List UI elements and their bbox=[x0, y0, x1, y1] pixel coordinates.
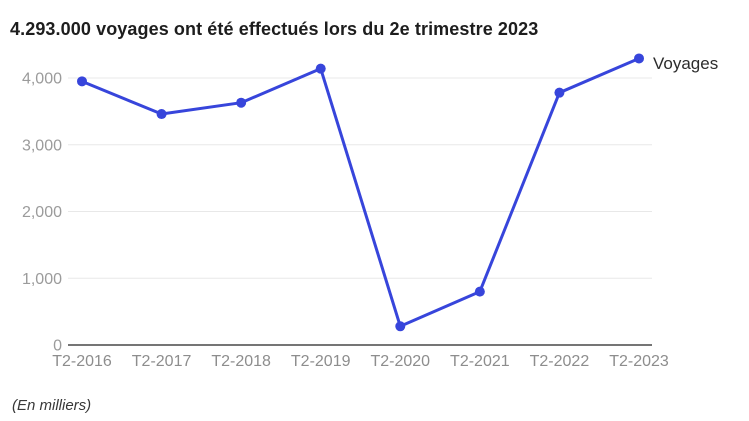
y-tick-label: 3,000 bbox=[22, 137, 62, 154]
data-point bbox=[634, 53, 644, 64]
legend-label-voyages: Voyages bbox=[653, 54, 719, 73]
data-point bbox=[236, 97, 247, 108]
y-tick-label: 4,000 bbox=[22, 71, 62, 88]
x-tick-label: T2-2016 bbox=[52, 353, 112, 370]
x-tick-label: T2-2018 bbox=[211, 353, 271, 370]
data-point bbox=[474, 286, 485, 297]
x-tick-label: T2-2023 bbox=[609, 353, 669, 370]
y-tick-label: 1,000 bbox=[22, 271, 62, 288]
data-point bbox=[77, 76, 87, 87]
data-point bbox=[395, 321, 406, 332]
data-point bbox=[156, 109, 167, 120]
x-tick-label: T2-2020 bbox=[370, 353, 430, 370]
y-tick-label: 2,000 bbox=[22, 204, 62, 221]
chart-title: 4.293.000 voyages ont été effectués lors… bbox=[10, 19, 539, 39]
unit-note: (En milliers) bbox=[12, 397, 92, 414]
x-tick-label: T2-2022 bbox=[530, 353, 590, 370]
y-tick-label: 0 bbox=[53, 338, 62, 355]
data-point bbox=[315, 63, 326, 74]
x-tick-label: T2-2017 bbox=[132, 353, 192, 370]
series-line bbox=[80, 56, 641, 328]
x-tick-label: T2-2021 bbox=[450, 353, 510, 370]
x-tick-label: T2-2019 bbox=[291, 353, 351, 370]
data-point bbox=[554, 87, 565, 98]
